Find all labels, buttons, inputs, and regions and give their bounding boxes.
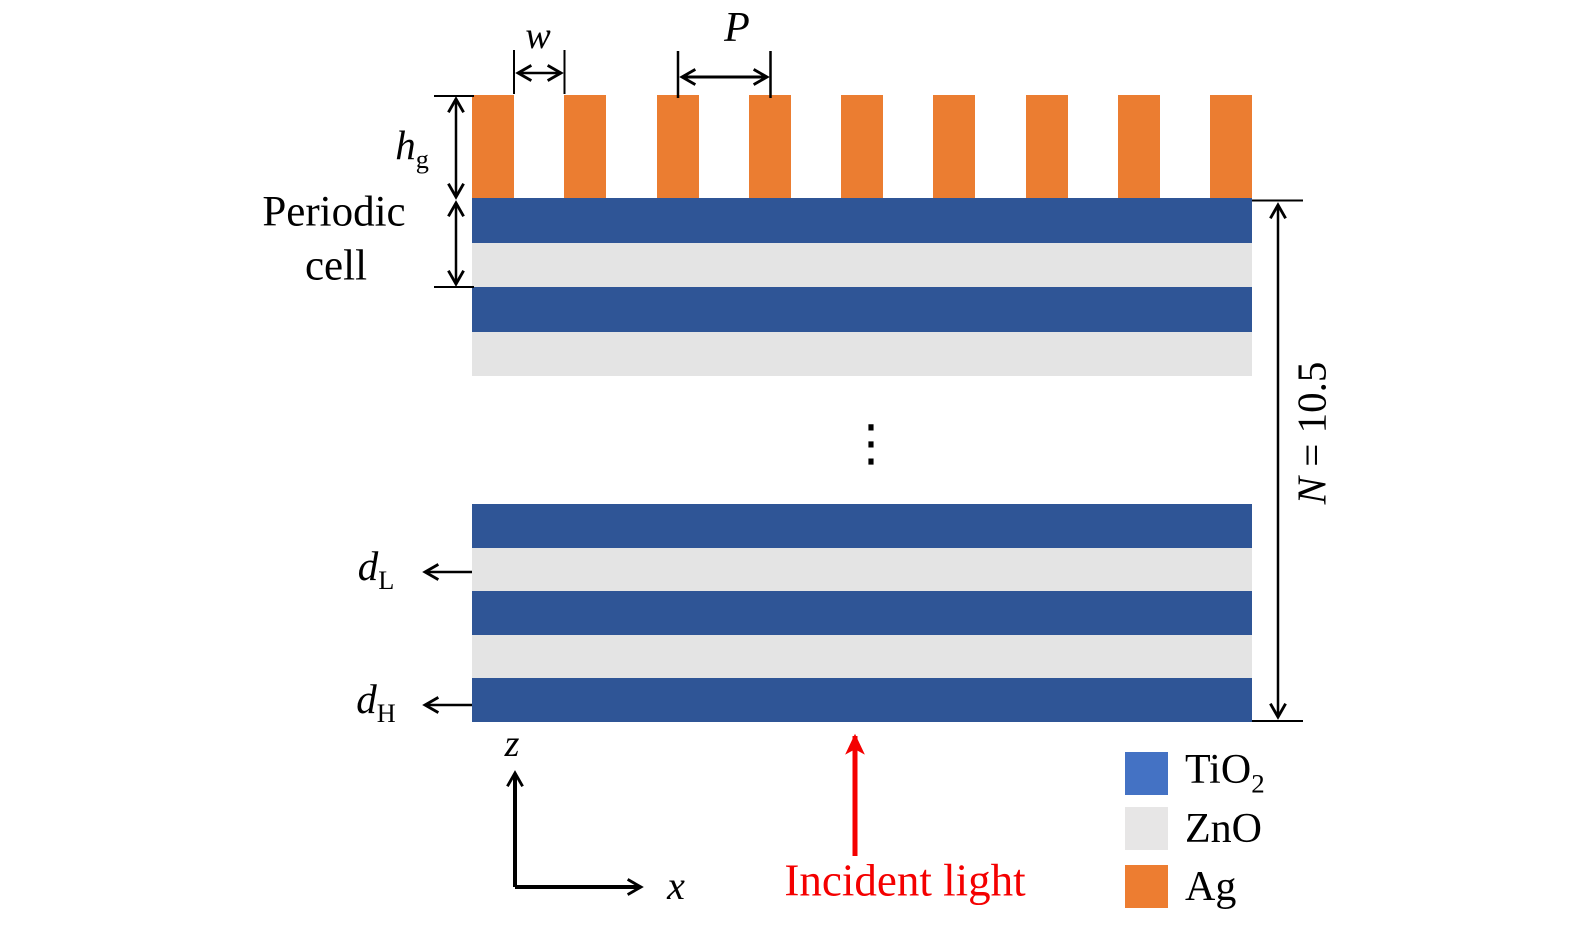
layer-zno [472, 634, 1252, 679]
ellipsis-dots: ⋮ [846, 414, 896, 472]
label-dl-sub: L [378, 565, 395, 595]
grating-bar-ag [1117, 95, 1160, 198]
label-x-axis: x [667, 863, 685, 908]
layer-tio2 [472, 591, 1252, 636]
grating-bar-ag [1210, 95, 1252, 198]
layer-tio2 [472, 198, 1252, 243]
legend-item-zno: ZnO [1125, 807, 1262, 850]
layer-tio2 [472, 504, 1252, 549]
legend-item-ag: Ag [1125, 865, 1236, 908]
grating-bar-ag [748, 95, 791, 198]
layer-zno [472, 547, 1252, 592]
legend-swatch-tio2 [1125, 751, 1168, 795]
legend-label-zno: ZnO [1185, 805, 1262, 852]
grating-bar-ag [472, 95, 514, 198]
layer-tio2 [472, 678, 1252, 723]
label-dl: dL [357, 542, 395, 595]
label-dh-sub: H [376, 698, 396, 728]
legend-item-tio2: TiO2 [1125, 749, 1265, 797]
legend-swatch-ag [1125, 865, 1168, 908]
grating-bar-ag [841, 95, 883, 198]
label-z-axis: z [504, 723, 520, 765]
grating-bar-ag [1025, 95, 1068, 198]
label-hg: hg [395, 121, 429, 174]
label-n-equals: N = 10.5 [1288, 361, 1335, 505]
label-periodic: Periodic [262, 188, 406, 236]
grating-bar-ag [933, 95, 976, 198]
legend-label-tio2: TiO2 [1185, 747, 1265, 799]
layer-zno [472, 242, 1252, 287]
label-n-value: = 10.5 [1288, 361, 1335, 478]
label-cell: cell [304, 242, 368, 290]
label-n-var: N [1288, 477, 1335, 505]
label-incident-light: Incident light [784, 855, 1026, 906]
layer-tio2 [472, 287, 1252, 332]
label-dl-base: d [357, 542, 379, 589]
label-p: P [724, 5, 750, 51]
legend-label-ag: Ag [1185, 863, 1237, 910]
label-dh-base: d [356, 675, 377, 722]
legend-label-sub-tio2: 2 [1251, 768, 1265, 799]
layer-zno [472, 331, 1252, 376]
label-dh: dH [356, 675, 396, 728]
label-w: w [525, 15, 551, 57]
grating-bar-ag [656, 95, 699, 198]
label-hg-sub: g [415, 144, 429, 174]
legend-swatch-zno [1125, 807, 1168, 850]
grating-bar-ag [564, 95, 607, 198]
label-hg-base: h [395, 121, 416, 168]
